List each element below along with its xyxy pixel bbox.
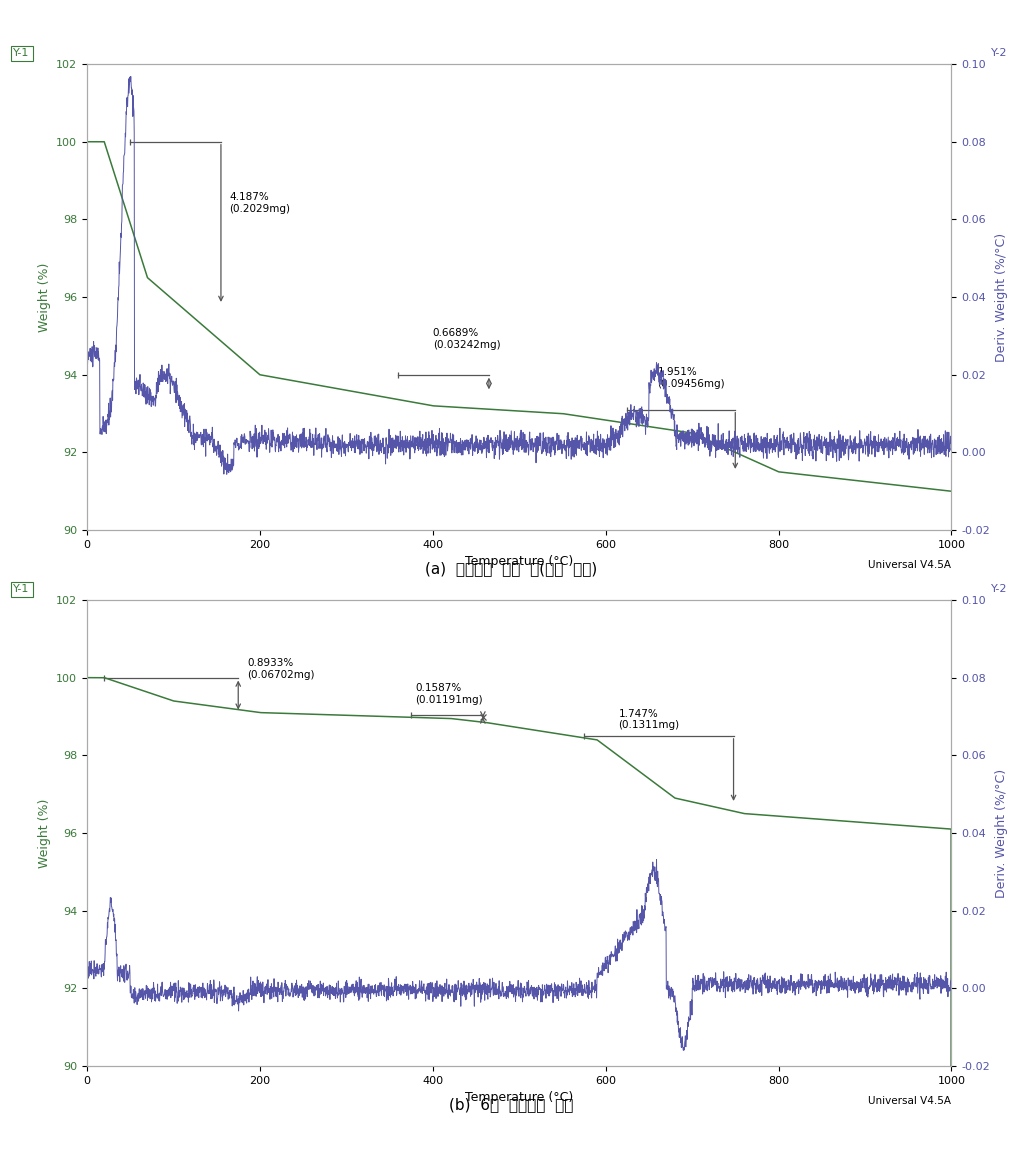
Text: Y-1: Y-1	[13, 585, 30, 594]
Text: Universal V4.5A: Universal V4.5A	[869, 560, 951, 571]
Text: 1.951%
(0.09456mg): 1.951% (0.09456mg)	[658, 367, 725, 389]
Text: Universal V4.5A: Universal V4.5A	[869, 1096, 951, 1107]
Y-axis label: Deriv. Weight (%/°C): Deriv. Weight (%/°C)	[995, 769, 1009, 897]
Text: Y-1: Y-1	[13, 49, 30, 58]
Text: 4.187%
(0.2029mg): 4.187% (0.2029mg)	[229, 192, 291, 214]
X-axis label: Temperature (°C): Temperature (°C)	[465, 556, 573, 569]
X-axis label: Temperature (°C): Temperature (°C)	[465, 1092, 573, 1104]
Text: Y-2: Y-2	[991, 585, 1008, 594]
Text: 1.747%
(0.1311mg): 1.747% (0.1311mg)	[619, 708, 679, 730]
Y-axis label: Deriv. Weight (%/°C): Deriv. Weight (%/°C)	[995, 233, 1009, 361]
Text: (b)  6회  열사이클  적용: (b) 6회 열사이클 적용	[449, 1097, 574, 1113]
Y-axis label: Weight (%): Weight (%)	[38, 262, 50, 332]
Text: (a)  열사이클  적용  전(입기  싸태): (a) 열사이클 적용 전(입기 싸태)	[426, 562, 597, 577]
Text: Y-2: Y-2	[991, 49, 1008, 58]
Text: 0.1587%
(0.01191mg): 0.1587% (0.01191mg)	[415, 684, 483, 705]
Text: 0.8933%
(0.06702mg): 0.8933% (0.06702mg)	[247, 658, 314, 680]
Y-axis label: Weight (%): Weight (%)	[38, 798, 50, 868]
Text: 0.6689%
(0.03242mg): 0.6689% (0.03242mg)	[433, 329, 500, 350]
